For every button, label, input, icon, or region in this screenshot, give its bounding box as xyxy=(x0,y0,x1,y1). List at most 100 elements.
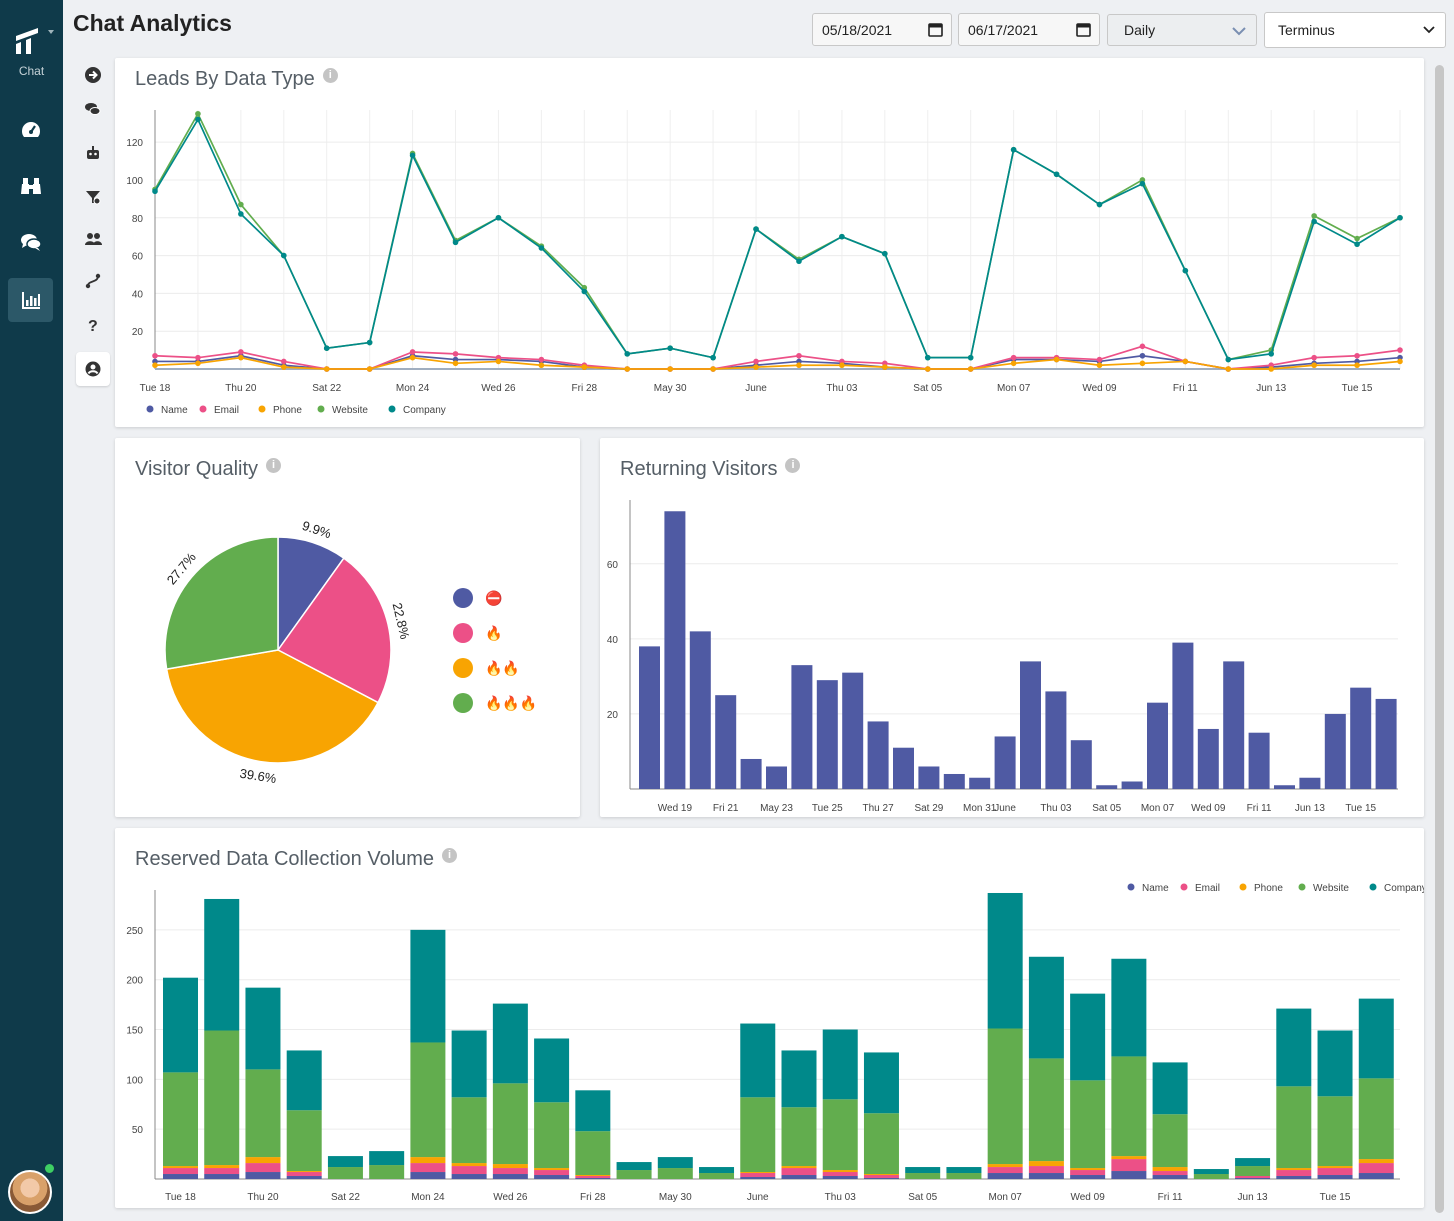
legend-marker xyxy=(199,405,207,413)
data-point xyxy=(1053,356,1060,363)
bar-segment-phone xyxy=(163,1166,198,1169)
subnav-conversations[interactable] xyxy=(76,92,110,126)
visitor-quality-title-text: Visitor Quality xyxy=(135,458,259,480)
x-tick-label: Jun 13 xyxy=(1256,383,1286,394)
bar-segment-phone xyxy=(575,1175,611,1177)
x-tick-label: Sat 05 xyxy=(908,1192,937,1203)
data-point xyxy=(409,152,416,159)
bar xyxy=(639,646,660,789)
info-icon[interactable]: i xyxy=(266,458,282,473)
bar-segment-company xyxy=(740,1023,776,1098)
bar-segment-email xyxy=(451,1166,487,1175)
data-point xyxy=(1268,351,1275,357)
x-tick-label: Tue 18 xyxy=(140,383,171,394)
bar xyxy=(1096,785,1118,789)
bar-segment-email xyxy=(575,1176,611,1179)
legend-label: Company xyxy=(403,405,446,416)
bar-segment-name xyxy=(451,1174,487,1179)
bar-segment-company xyxy=(245,987,281,1070)
data-point xyxy=(1139,352,1146,359)
x-tick-label: Jun 13 xyxy=(1238,1192,1268,1203)
chat-logo-icon[interactable] xyxy=(14,24,54,58)
legend-label: Email xyxy=(1195,883,1220,894)
data-point xyxy=(195,116,201,123)
bar-segment-company xyxy=(616,1162,652,1171)
x-tick-label: Thu 20 xyxy=(225,383,257,394)
data-point xyxy=(924,366,931,372)
chevron-down-icon xyxy=(1232,27,1246,36)
x-tick-label: Tue 15 xyxy=(1320,1192,1351,1203)
x-tick-label: Sat 05 xyxy=(913,383,942,394)
data-point xyxy=(238,354,244,361)
legend-label: Phone xyxy=(1254,883,1283,894)
returning-title-text: Returning Visitors xyxy=(620,458,778,480)
nav-explore[interactable] xyxy=(8,164,53,208)
bar-segment-company xyxy=(822,1029,858,1100)
bar-segment-website xyxy=(286,1110,322,1172)
data-point xyxy=(624,351,631,357)
bar-segment-website xyxy=(245,1069,281,1158)
bar-segment-company xyxy=(1028,956,1064,1059)
bar xyxy=(1375,698,1397,789)
analytics-icon xyxy=(21,292,40,309)
bar-segment-phone xyxy=(1152,1167,1188,1172)
nav-conversations[interactable] xyxy=(8,220,53,264)
legend-label: 🔥 xyxy=(485,624,503,641)
chat-bubbles-icon xyxy=(20,234,42,251)
data-point xyxy=(796,362,802,369)
x-tick-label: May 30 xyxy=(654,383,687,394)
nav-dashboard[interactable] xyxy=(8,108,53,152)
y-tick-label: 40 xyxy=(607,635,619,646)
bar-segment-website xyxy=(410,1042,446,1158)
subnav-visitors[interactable] xyxy=(76,352,110,386)
info-icon[interactable]: i xyxy=(322,68,338,83)
info-icon[interactable]: i xyxy=(442,848,458,863)
bar-segment-name xyxy=(1276,1176,1312,1179)
bar-segment-email xyxy=(1276,1170,1312,1177)
interval-select[interactable]: Daily xyxy=(1107,14,1257,46)
subnav-bots[interactable] xyxy=(76,136,110,170)
legend-marker xyxy=(258,405,266,413)
data-point xyxy=(1010,146,1017,153)
bar-segment-email xyxy=(1111,1159,1147,1172)
user-avatar[interactable] xyxy=(8,1170,52,1214)
y-tick-label: 100 xyxy=(126,176,143,187)
x-tick-label: Wed 26 xyxy=(493,1192,528,1203)
x-tick-label: Fri 11 xyxy=(1158,1192,1183,1203)
subnav-funnels[interactable] xyxy=(76,180,110,214)
info-icon[interactable]: i xyxy=(785,458,801,473)
bar-segment-company xyxy=(369,1151,405,1166)
data-point xyxy=(1096,201,1103,208)
subnav-agents[interactable] xyxy=(76,222,110,256)
bar-segment-company xyxy=(699,1167,735,1174)
bar-segment-name xyxy=(1235,1178,1271,1179)
account-select-value: Terminus xyxy=(1278,22,1335,38)
subnav-routing[interactable] xyxy=(76,264,110,298)
calendar-icon[interactable] xyxy=(1076,22,1091,37)
start-date-input[interactable]: 05/18/2021 xyxy=(812,13,952,46)
x-tick-label: Wed 26 xyxy=(481,383,516,394)
data-point xyxy=(1397,214,1403,221)
x-tick-label: Thu 03 xyxy=(825,1192,857,1203)
bar-segment-email xyxy=(740,1173,776,1178)
subnav-overview[interactable] xyxy=(76,58,110,92)
bar-segment-website xyxy=(204,1030,240,1166)
account-select[interactable]: Terminus xyxy=(1264,12,1446,48)
bar-segment-email xyxy=(781,1168,817,1176)
subnav-help[interactable]: ? xyxy=(76,308,110,342)
bar-segment-phone xyxy=(1358,1159,1394,1164)
y-tick-label: 60 xyxy=(607,560,619,571)
data-point xyxy=(1311,362,1317,369)
data-point xyxy=(796,258,802,265)
nav-analytics[interactable] xyxy=(8,278,53,322)
bar-segment-website xyxy=(1028,1058,1064,1162)
bar-segment-email xyxy=(1070,1170,1106,1176)
bar-segment-website xyxy=(1235,1166,1271,1177)
calendar-icon[interactable] xyxy=(928,22,943,37)
page-scrollbar[interactable] xyxy=(1435,65,1444,1213)
end-date-input[interactable]: 06/17/2021 xyxy=(958,13,1100,46)
data-point xyxy=(152,352,158,359)
bar-segment-company xyxy=(1070,993,1106,1081)
data-point xyxy=(1053,171,1060,178)
data-point xyxy=(753,226,759,232)
